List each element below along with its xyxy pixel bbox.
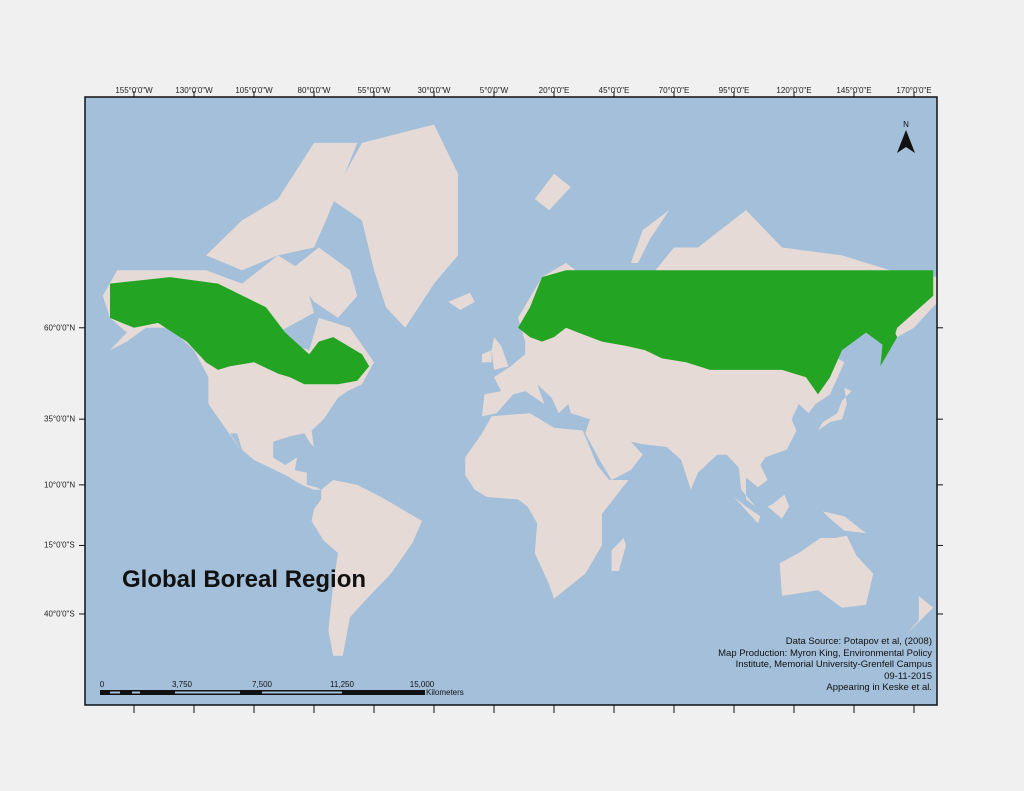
longitude-label: 145°0'0"E — [836, 86, 872, 95]
land-great-britain — [491, 337, 509, 370]
latitude-label: 10°0'0"N — [44, 480, 76, 490]
scale-label: 7,500 — [251, 680, 273, 689]
boreal-kamchatka — [880, 322, 898, 367]
north-label: N — [903, 120, 909, 129]
land-novaya-zemlya — [630, 210, 670, 263]
scale-label: 0 — [99, 680, 105, 689]
land-new-guinea — [822, 511, 866, 534]
longitude-label: 155°0'0"W — [115, 86, 153, 95]
longitude-label: 120°0'0"E — [776, 86, 812, 95]
credit-line: Institute, Memorial University-Grenfell … — [735, 659, 932, 670]
longitude-label: 95°0'0"E — [718, 86, 750, 95]
longitude-label: 20°0'0"E — [538, 86, 570, 95]
longitude-label: 5°0'0"W — [479, 86, 509, 95]
latitude-label: 35°0'0"N — [44, 414, 76, 424]
longitude-label: 70°0'0"E — [658, 86, 690, 95]
longitude-label: 30°0'0"W — [417, 86, 451, 95]
longitude-label: 105°0'0"W — [235, 86, 273, 95]
land-greenland — [330, 124, 458, 328]
land-new-zealand — [906, 595, 934, 634]
scale-unit: Kilometers — [426, 688, 464, 697]
credit-line: 09-11-2015 — [884, 670, 932, 682]
longitude-label: 130°0'0"W — [175, 86, 213, 95]
latitude-label: 40°0'0"S — [44, 609, 75, 619]
land-borneo — [767, 494, 790, 519]
scale-bar-segment — [262, 691, 342, 694]
land-sumatra-borneo — [734, 497, 761, 524]
longitude-label: 80°0'0"W — [297, 86, 331, 95]
credit-line: Map Production: Myron King, Environmenta… — [718, 647, 932, 659]
land-japan — [818, 387, 852, 431]
scale-bar-segment — [110, 691, 120, 694]
longitude-label: 170°0'0"E — [896, 86, 932, 95]
land-baffin-island — [290, 247, 358, 318]
land-svalbard — [534, 173, 571, 211]
map-credits: Data Source: Potapov et al, (2008) Map P… — [718, 636, 932, 694]
latitude-label: 60°0'0"N — [44, 323, 76, 333]
scale-label: 11,250 — [330, 680, 354, 689]
scale-label: 15,000 — [409, 680, 435, 689]
credit-line: Appearing in Keske et al. — [826, 682, 932, 693]
land-australia — [779, 535, 874, 608]
north-arrow-icon — [897, 130, 915, 153]
north-arrow: N — [896, 120, 916, 157]
land-ireland — [482, 350, 492, 363]
scale-bar-segment — [132, 691, 140, 694]
land-south-america — [311, 480, 422, 656]
land-madagascar — [611, 538, 626, 571]
boreal-north-america — [110, 277, 370, 385]
land-iceland — [448, 292, 475, 310]
longitude-label: 55°0'0"W — [357, 86, 391, 95]
map-title: Global Boreal Region — [122, 566, 367, 593]
land-arctic-archipelago — [206, 142, 358, 271]
land-africa — [465, 413, 629, 599]
scale-label: 3,750 — [171, 680, 193, 689]
latitude-label: 15°0'0"S — [44, 540, 75, 550]
map-frame — [84, 96, 938, 706]
credit-line: Data Source: Potapov et al, (2008) — [785, 636, 932, 647]
longitude-label: 45°0'0"E — [598, 86, 630, 95]
boreal-eurasia — [518, 270, 934, 395]
scale-bar-segment — [175, 691, 240, 694]
